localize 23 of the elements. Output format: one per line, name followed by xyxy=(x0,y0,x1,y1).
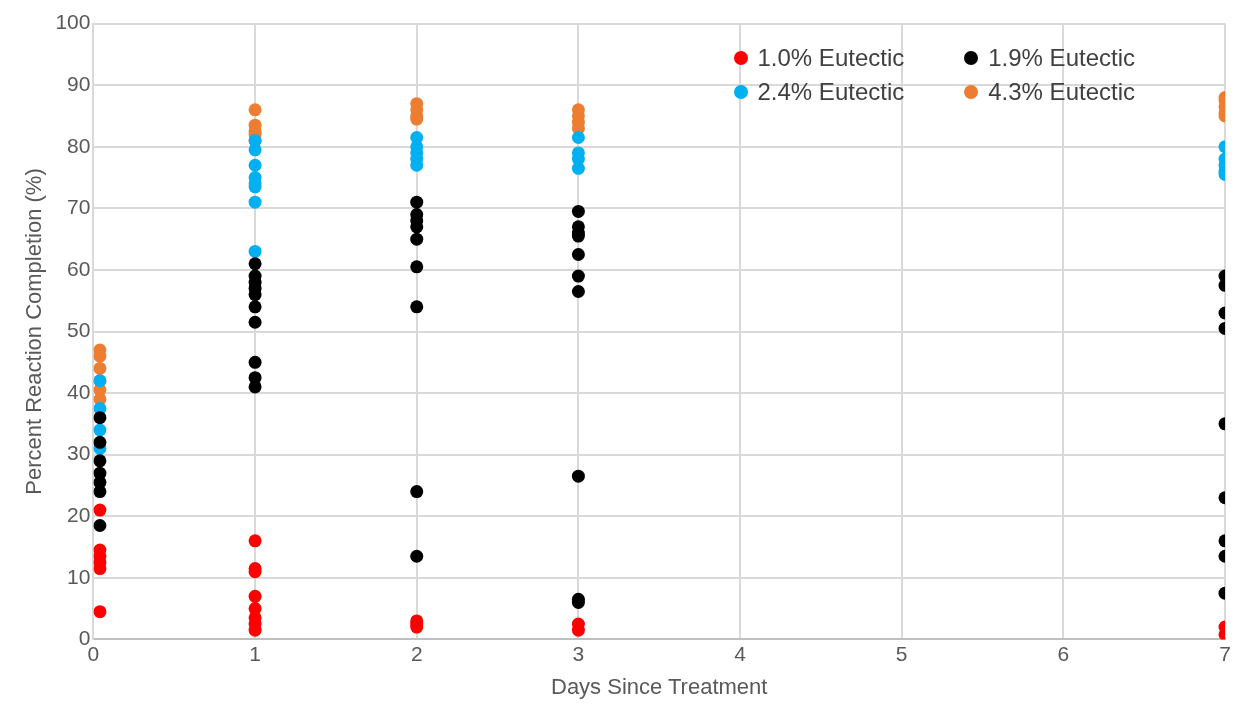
y-tick-label: 20 xyxy=(67,503,91,527)
y-tick-label: 10 xyxy=(67,564,91,588)
x-tick-label: 7 xyxy=(1219,641,1231,665)
x-tick-label: 3 xyxy=(572,641,585,665)
y-tick-label: 80 xyxy=(67,133,91,157)
x-tick-label: 6 xyxy=(1057,641,1070,665)
legend-label: 1.0% Eutectic xyxy=(757,43,905,72)
legend-label: 1.9% Eutectic xyxy=(988,43,1135,72)
x-tick-label: 4 xyxy=(734,641,747,665)
y-tick-label: 70 xyxy=(67,195,91,219)
y-axis-title: Percent Reaction Completion (%) xyxy=(21,168,47,495)
y-tick-label: 60 xyxy=(67,256,91,280)
y-tick-label: 40 xyxy=(67,379,91,403)
legend-label: 2.4% Eutectic xyxy=(757,77,905,106)
legend-label: 4.3% Eutectic xyxy=(988,77,1135,106)
y-tick-label: 30 xyxy=(67,441,91,465)
x-axis-title: Days Since Treatment xyxy=(551,673,768,699)
x-tick-label: 1 xyxy=(249,641,261,665)
y-tick-label: 50 xyxy=(67,318,91,342)
y-tick-label: 100 xyxy=(55,10,91,34)
x-tick-label: 5 xyxy=(895,641,908,665)
x-tick-label: 2 xyxy=(410,641,423,665)
y-tick-label: 90 xyxy=(67,71,91,95)
